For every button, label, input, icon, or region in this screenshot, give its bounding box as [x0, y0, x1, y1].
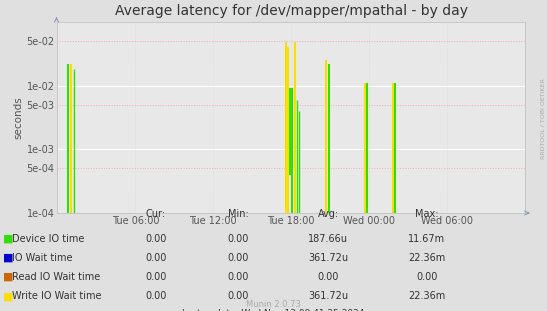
Text: Cur:: Cur: — [146, 209, 166, 219]
Text: 0.00: 0.00 — [227, 253, 249, 263]
Text: Device IO time: Device IO time — [12, 234, 84, 244]
Text: RRDTOOL / TOBI OETIKER: RRDTOOL / TOBI OETIKER — [541, 78, 546, 159]
Text: Munin 2.0.73: Munin 2.0.73 — [246, 299, 301, 309]
Text: Max:: Max: — [415, 209, 438, 219]
Text: 0.00: 0.00 — [145, 272, 167, 282]
Text: 0.00: 0.00 — [145, 253, 167, 263]
Text: 361.72u: 361.72u — [308, 291, 348, 301]
Text: ■: ■ — [3, 253, 13, 263]
Text: Read IO Wait time: Read IO Wait time — [12, 272, 100, 282]
Text: 0.00: 0.00 — [145, 291, 167, 301]
Text: 0.00: 0.00 — [227, 272, 249, 282]
Text: ■: ■ — [3, 291, 13, 301]
Text: Last update: Wed Nov 13 09:41:25 2024: Last update: Wed Nov 13 09:41:25 2024 — [182, 309, 365, 311]
Title: Average latency for /dev/mapper/mpathal - by day: Average latency for /dev/mapper/mpathal … — [115, 4, 468, 18]
Text: Write IO Wait time: Write IO Wait time — [12, 291, 102, 301]
Text: 0.00: 0.00 — [317, 272, 339, 282]
Text: 187.66u: 187.66u — [308, 234, 348, 244]
Text: 22.36m: 22.36m — [408, 253, 445, 263]
Text: 0.00: 0.00 — [416, 272, 438, 282]
Text: 0.00: 0.00 — [227, 291, 249, 301]
Text: Min:: Min: — [228, 209, 248, 219]
Text: Avg:: Avg: — [318, 209, 339, 219]
Text: IO Wait time: IO Wait time — [12, 253, 73, 263]
Text: 11.67m: 11.67m — [408, 234, 445, 244]
Text: 0.00: 0.00 — [145, 234, 167, 244]
Text: 0.00: 0.00 — [227, 234, 249, 244]
Text: 22.36m: 22.36m — [408, 291, 445, 301]
Text: 361.72u: 361.72u — [308, 253, 348, 263]
Text: ■: ■ — [3, 272, 13, 282]
Y-axis label: seconds: seconds — [14, 96, 24, 139]
Text: ■: ■ — [3, 234, 13, 244]
